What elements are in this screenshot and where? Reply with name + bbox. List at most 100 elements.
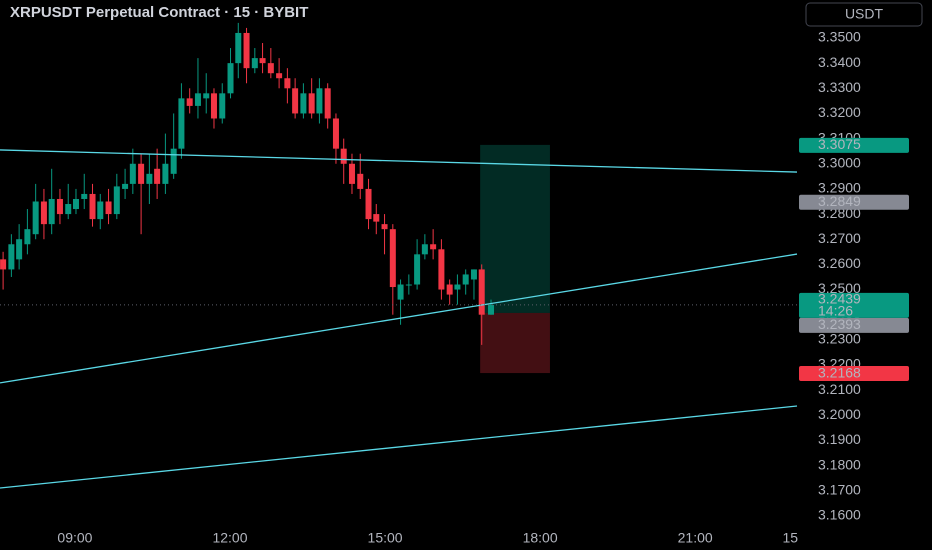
candle-body bbox=[259, 58, 266, 64]
last-price-box bbox=[799, 292, 909, 318]
price-label: 3.2849 bbox=[818, 193, 861, 209]
candle-body bbox=[446, 284, 453, 295]
y-tick-label: 3.3400 bbox=[818, 54, 861, 70]
candle-body bbox=[332, 118, 339, 149]
candle-body bbox=[0, 259, 7, 270]
candle-body bbox=[219, 93, 226, 119]
candle-body bbox=[48, 198, 55, 225]
y-tick-label: 3.3200 bbox=[818, 104, 861, 120]
y-tick-label: 3.3000 bbox=[818, 154, 861, 170]
candle-body bbox=[389, 229, 396, 288]
y-tick-label: 3.1900 bbox=[818, 431, 861, 447]
candle-body bbox=[421, 244, 428, 255]
chart-title: XRPUSDT Perpetual Contract · 15 · BYBIT bbox=[10, 4, 308, 21]
x-tick-label: 12:00 bbox=[212, 530, 247, 546]
candle-body bbox=[478, 269, 485, 315]
candle-body bbox=[267, 63, 274, 74]
candle-body bbox=[251, 58, 258, 69]
candle-body bbox=[162, 163, 169, 184]
candle-body bbox=[438, 249, 445, 290]
y-tick-label: 3.2500 bbox=[818, 280, 861, 296]
candle-body bbox=[348, 163, 355, 184]
candle-body bbox=[72, 198, 79, 210]
candle-body bbox=[324, 88, 331, 119]
candle-body bbox=[89, 193, 96, 220]
x-tick-label: 18:00 bbox=[523, 530, 558, 546]
price-label: 3.3075 bbox=[818, 136, 861, 152]
price-label-box bbox=[799, 366, 909, 382]
y-tick-label: 3.1600 bbox=[818, 507, 861, 523]
candle-body bbox=[381, 224, 388, 230]
candle-body bbox=[97, 201, 104, 220]
y-tick-label: 3.2300 bbox=[818, 331, 861, 347]
target-zone bbox=[480, 144, 550, 313]
candle-body bbox=[405, 284, 412, 286]
trend-line bbox=[0, 253, 798, 384]
currency-button[interactable] bbox=[805, 2, 923, 27]
candle-body bbox=[373, 214, 380, 222]
price-label-box bbox=[799, 194, 909, 210]
candle-body bbox=[105, 201, 112, 215]
candle-body bbox=[470, 269, 477, 280]
candle-body bbox=[16, 239, 23, 260]
candle-body bbox=[276, 73, 283, 79]
countdown-label: 14:26 bbox=[818, 303, 853, 319]
candle-body bbox=[243, 32, 250, 69]
candle-body bbox=[292, 88, 299, 114]
candle-body bbox=[462, 274, 469, 285]
y-tick-label: 3.2000 bbox=[818, 406, 861, 422]
x-tick-label: 15 bbox=[782, 530, 798, 546]
candle-body bbox=[138, 163, 145, 184]
x-tick-label: 21:00 bbox=[678, 530, 713, 546]
candle-body bbox=[316, 88, 323, 114]
candle-body bbox=[65, 204, 72, 215]
y-tick-label: 3.2600 bbox=[818, 255, 861, 271]
candle-body bbox=[308, 93, 315, 114]
candle-body bbox=[357, 173, 364, 189]
plot-layer bbox=[0, 22, 798, 489]
x-tick-label: 15:00 bbox=[368, 530, 403, 546]
candle-body bbox=[40, 201, 47, 225]
candle-body bbox=[178, 98, 185, 149]
price-label: 3.2168 bbox=[818, 364, 861, 380]
candle-body bbox=[186, 98, 193, 106]
y-tick-label: 3.1800 bbox=[818, 456, 861, 472]
candle-body bbox=[194, 93, 201, 106]
x-tick-label: 09:00 bbox=[57, 530, 92, 546]
candle-body bbox=[284, 78, 291, 89]
y-tick-label: 3.1700 bbox=[818, 481, 861, 497]
candle-body bbox=[397, 284, 404, 300]
candle-body bbox=[430, 244, 437, 250]
axis-layer: 3.16003.17003.18003.19003.20003.21003.22… bbox=[57, 29, 909, 546]
price-label-box bbox=[799, 317, 909, 333]
candle-body bbox=[340, 148, 347, 164]
candle-body bbox=[113, 186, 120, 215]
candle-body bbox=[454, 284, 461, 290]
candle-body bbox=[122, 183, 129, 189]
trend-line bbox=[0, 149, 798, 173]
candle-body bbox=[414, 254, 421, 285]
candle-body bbox=[210, 93, 217, 119]
candle-body bbox=[81, 193, 88, 199]
candle-body bbox=[154, 168, 161, 184]
y-tick-label: 3.3300 bbox=[818, 79, 861, 95]
y-tick-label: 3.3500 bbox=[818, 29, 861, 45]
candle-body bbox=[365, 188, 372, 220]
last-price-label: 3.2439 bbox=[818, 291, 861, 307]
y-tick-label: 3.2700 bbox=[818, 230, 861, 246]
candle-body bbox=[56, 198, 63, 215]
candle-body bbox=[32, 201, 39, 235]
y-tick-label: 3.2900 bbox=[818, 180, 861, 196]
stop-zone bbox=[480, 312, 550, 374]
price-label-box bbox=[799, 137, 909, 153]
currency-label[interactable]: USDT bbox=[845, 6, 884, 22]
candle-body bbox=[300, 93, 307, 114]
candle-body bbox=[227, 63, 234, 94]
candle-body bbox=[170, 148, 177, 174]
candle-body bbox=[146, 173, 153, 184]
price-label: 3.2393 bbox=[818, 316, 861, 332]
candle-body bbox=[488, 304, 495, 315]
y-tick-label: 3.2100 bbox=[818, 381, 861, 397]
